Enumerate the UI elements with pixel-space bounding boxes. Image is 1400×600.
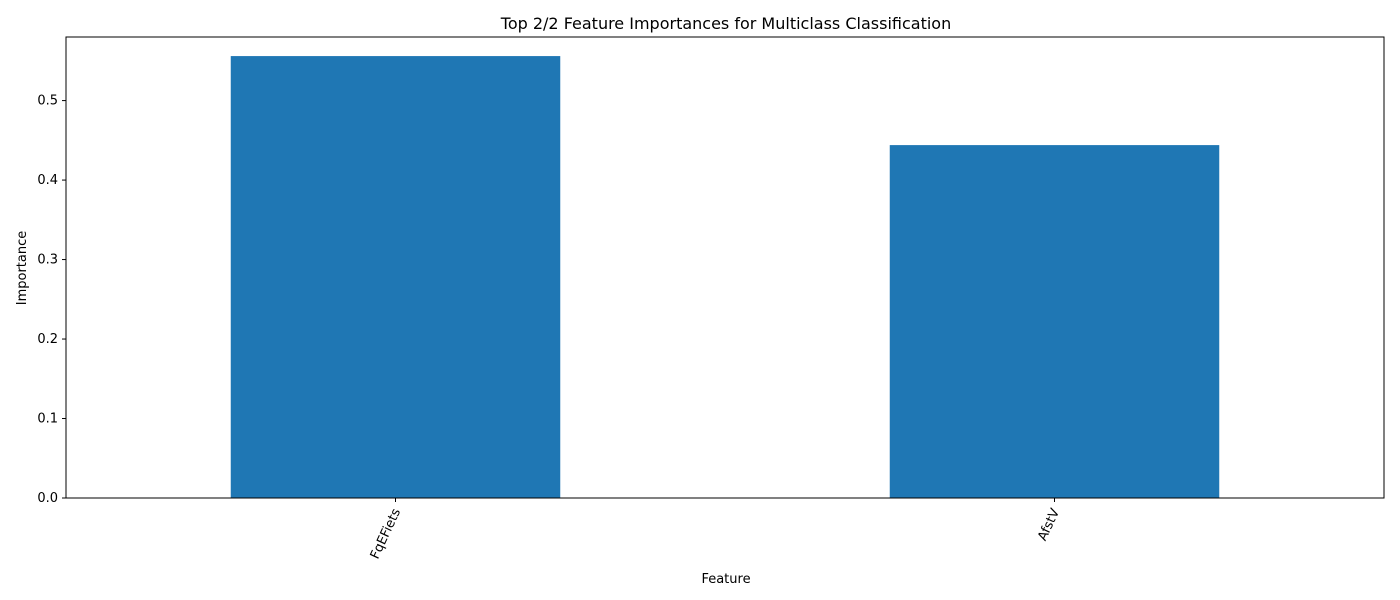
bar-fqefiets <box>230 56 561 498</box>
y-tick-label: 0.2 <box>37 332 58 347</box>
x-axis-label: Feature <box>701 572 750 587</box>
y-tick-label: 0.3 <box>37 253 58 268</box>
bars-layer <box>230 56 1220 498</box>
x-tick-label: AfstV <box>1035 506 1063 543</box>
y-tick-label: 0.4 <box>37 173 58 188</box>
x-axis: FqEFiets AfstV <box>368 498 1063 562</box>
y-axis: 0.0 0.1 0.2 0.3 0.4 0.5 <box>37 94 66 506</box>
bar-afstv <box>889 145 1220 498</box>
y-axis-label: Importance <box>15 231 30 306</box>
y-tick-label: 0.0 <box>37 491 58 506</box>
plot-frame <box>65 36 1385 499</box>
y-tick-label: 0.5 <box>37 94 58 109</box>
x-tick-label: FqEFiets <box>368 506 404 561</box>
chart-title: Top 2/2 Feature Importances for Multicla… <box>500 14 951 33</box>
y-tick-label: 0.1 <box>37 412 58 427</box>
